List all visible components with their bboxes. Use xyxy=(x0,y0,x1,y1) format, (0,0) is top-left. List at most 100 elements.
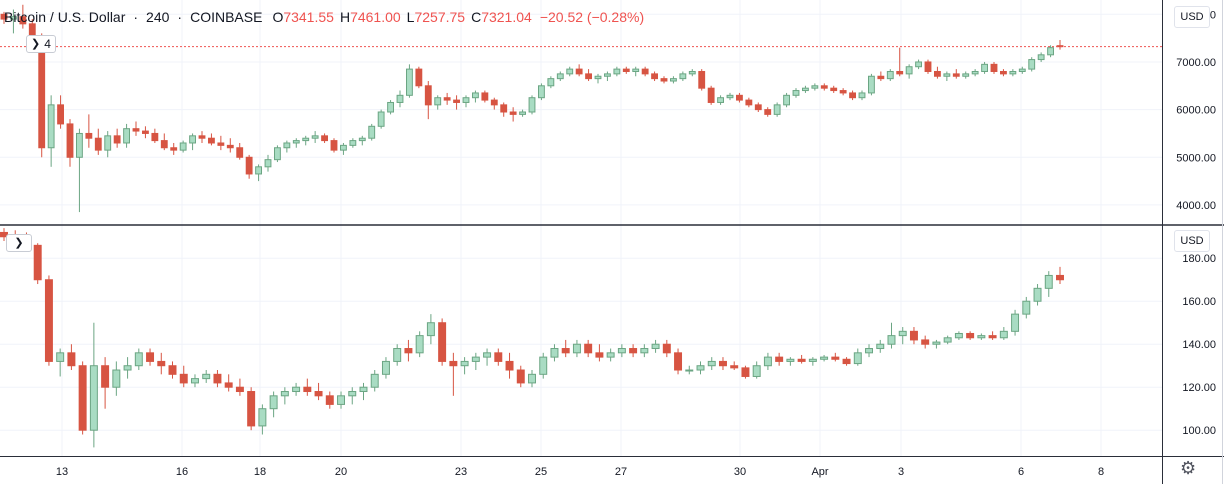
candle-down xyxy=(66,123,74,158)
candle-down xyxy=(584,343,593,354)
bottom-pane-candles xyxy=(0,228,1064,448)
candle-down xyxy=(662,343,671,354)
candle-up xyxy=(1022,300,1031,315)
open-key: O xyxy=(272,9,284,25)
candle-down xyxy=(157,360,166,367)
candle-down xyxy=(622,68,630,72)
candle-up xyxy=(483,352,492,358)
candle-down xyxy=(19,16,27,25)
candle-down xyxy=(500,104,508,113)
candle-up xyxy=(302,137,310,142)
candle-down xyxy=(303,386,312,393)
close-value: 7321.04 xyxy=(481,9,532,25)
candle-up xyxy=(556,73,564,80)
legend-separator: · xyxy=(133,9,139,25)
candle-up xyxy=(348,391,357,397)
time-axis-label: 16 xyxy=(176,466,188,478)
candle-down xyxy=(245,156,253,175)
collapse-bottom-pane-button[interactable]: ❯ xyxy=(6,234,32,252)
candle-up xyxy=(685,369,694,372)
candle-up xyxy=(898,330,907,337)
candle-down xyxy=(160,140,168,149)
candle-up xyxy=(617,348,626,354)
candle-up xyxy=(717,97,724,103)
candle-up xyxy=(370,373,379,388)
candle-up xyxy=(472,92,479,99)
candle-up xyxy=(368,125,376,139)
candle-down xyxy=(113,135,121,144)
candle-down xyxy=(1000,70,1007,75)
candle-down xyxy=(921,339,930,345)
candle-up xyxy=(56,352,65,362)
candle-down xyxy=(1056,274,1064,281)
price-axis-label: 5000.00 xyxy=(1176,152,1216,164)
candle-down xyxy=(170,147,178,151)
time-axis-label: 8 xyxy=(1098,466,1104,478)
candle-down xyxy=(736,94,743,101)
low-key: L xyxy=(406,9,415,25)
time-axis-label: 25 xyxy=(535,466,547,478)
candle-up xyxy=(47,104,55,149)
candle-up xyxy=(1033,287,1042,302)
gear-icon[interactable]: ⚙ xyxy=(1180,458,1197,478)
high-key: H xyxy=(339,9,351,25)
candle-down xyxy=(314,391,323,397)
legend-separator: · xyxy=(177,9,183,25)
time-axis-label: 13 xyxy=(56,466,68,478)
candle-down xyxy=(896,70,904,75)
candle-up xyxy=(811,85,819,89)
candle-down xyxy=(415,68,423,87)
candle-down xyxy=(651,73,658,80)
time-axis-label: 18 xyxy=(254,466,266,478)
candle-up xyxy=(538,85,545,99)
candle-down xyxy=(561,348,570,354)
candle-down xyxy=(990,63,998,72)
candle-down xyxy=(94,137,102,151)
symbol-name[interactable]: Bitcoin / U.S. Dollar xyxy=(4,9,126,25)
price-axis-label: 120.00 xyxy=(1182,382,1216,394)
time-axis-label: Apr xyxy=(811,466,828,478)
candle-up xyxy=(283,142,291,149)
candle-down xyxy=(698,70,706,89)
candle-up xyxy=(640,348,649,354)
candle-up xyxy=(679,73,687,80)
candle-down xyxy=(505,360,514,371)
candle-up xyxy=(1037,54,1045,61)
candle-down xyxy=(224,382,233,388)
candle-up xyxy=(202,373,211,380)
candle-up xyxy=(292,140,300,144)
candle-up xyxy=(387,101,394,113)
candle-up xyxy=(528,97,536,113)
candle-down xyxy=(660,78,668,82)
candle-up xyxy=(381,360,390,375)
bottom-currency-badge[interactable]: USD xyxy=(1174,230,1210,252)
top-currency-badge[interactable]: USD xyxy=(1174,6,1210,28)
candle-up xyxy=(519,111,526,115)
candle-up xyxy=(1018,68,1026,72)
time-axis[interactable]: 13 16 18 20 23 25 27 30 Apr 3 6 8 xyxy=(56,466,1104,478)
candle-up xyxy=(606,352,615,358)
interval-value[interactable]: 240 xyxy=(146,9,170,25)
candle-down xyxy=(132,128,140,132)
candle-down xyxy=(208,137,215,144)
candle-down xyxy=(775,356,784,362)
candle-up xyxy=(613,68,621,75)
candle-up xyxy=(123,128,130,144)
candle-down xyxy=(839,90,847,94)
candle-down xyxy=(481,92,489,101)
candle-down xyxy=(490,99,498,106)
candle-up xyxy=(632,68,640,72)
candle-up xyxy=(269,395,278,410)
candle-up xyxy=(977,335,986,339)
candle-down xyxy=(516,369,525,384)
chevron-right-icon: ❯ xyxy=(31,38,41,50)
candle-down xyxy=(168,365,177,375)
collapse-indicators-button[interactable]: ❯ 4 xyxy=(26,35,56,53)
candle-down xyxy=(745,99,753,106)
candle-down xyxy=(151,132,159,142)
bottom-pane-price-axis[interactable]: 180.00 160.00 140.00 120.00 100.00 xyxy=(1182,253,1216,437)
candle-down xyxy=(33,244,42,281)
price-axis-label: 140.00 xyxy=(1182,339,1216,351)
